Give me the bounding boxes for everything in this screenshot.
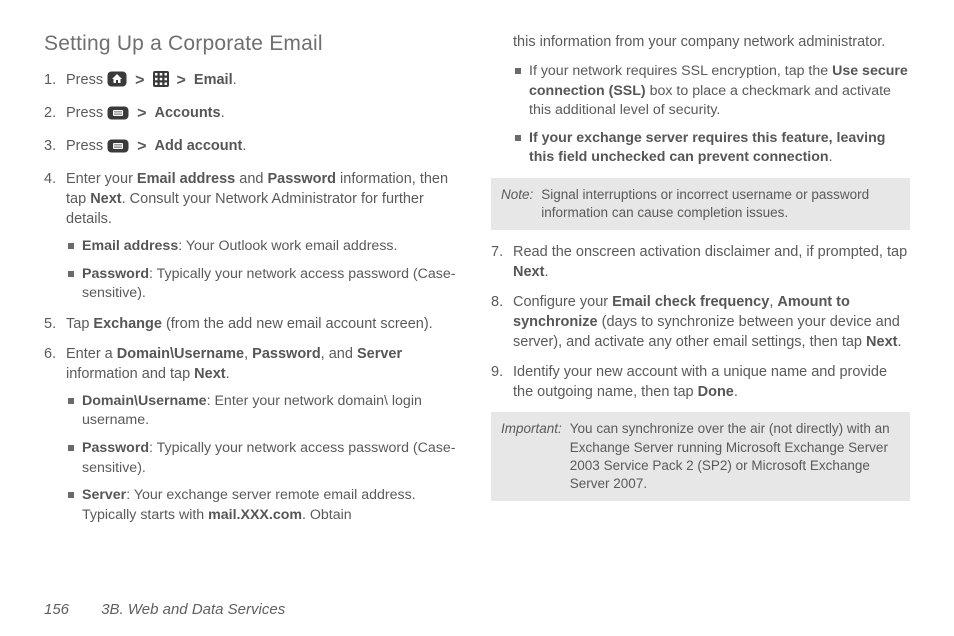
bold: mail.XXX.com xyxy=(208,507,302,523)
section-name: 3B. Web and Data Services xyxy=(101,601,285,618)
step-5: Tap Exchange (from the add new email acc… xyxy=(44,314,463,334)
steps-continued: Read the onscreen activation disclaimer … xyxy=(491,242,910,402)
bold: Email check frequency xyxy=(612,294,769,310)
section-title: Setting Up a Corporate Email xyxy=(44,32,463,56)
manual-page: Setting Up a Corporate Email Press > > E… xyxy=(0,0,954,636)
page-number: 156 xyxy=(44,601,69,618)
menu-icon xyxy=(107,139,129,159)
sub-item: Server: Your exchange server remote emai… xyxy=(68,486,463,525)
bold: Email address xyxy=(137,171,235,187)
menu-icon xyxy=(107,106,129,126)
step-text: Press xyxy=(66,105,107,121)
bold: Domain\Username xyxy=(117,346,244,362)
sub-item: If your exchange server requires this fe… xyxy=(515,129,910,168)
continuation-text: this information from your company netwo… xyxy=(491,32,910,52)
step-7: Read the onscreen activation disclaimer … xyxy=(491,242,910,282)
label-add-account: Add account xyxy=(155,138,243,154)
sub-item: Domain\Username: Enter your network doma… xyxy=(68,392,463,431)
bold: Password xyxy=(252,346,321,362)
step-text: . xyxy=(544,264,548,280)
bold: Server xyxy=(357,346,402,362)
step-text: . xyxy=(897,334,901,350)
continuation-sublist: If your network requires SSL encryption,… xyxy=(515,62,910,168)
step-text: . xyxy=(734,384,738,400)
sub-item: If your network requires SSL encryption,… xyxy=(515,62,910,121)
apps-grid-icon xyxy=(153,71,169,93)
page-footer: 156 3B. Web and Data Services xyxy=(44,601,285,618)
chevron-right-icon: > xyxy=(133,138,150,155)
step-text: Configure your xyxy=(513,294,612,310)
bold: Exchange xyxy=(93,316,162,332)
step-text: information and tap xyxy=(66,366,194,382)
step-text: Tap xyxy=(66,316,93,332)
bold: Email address xyxy=(82,238,178,254)
bold: Password xyxy=(82,266,149,282)
step-text: , xyxy=(244,346,252,362)
step-text: Read the onscreen activation disclaimer … xyxy=(513,244,907,260)
sub-text: If your network requires SSL encryption,… xyxy=(529,63,832,79)
bold: Password xyxy=(82,440,149,456)
label-email: Email xyxy=(194,72,233,88)
note-text: Signal interruptions or incorrect userna… xyxy=(541,186,900,222)
step-9: Identify your new account with a unique … xyxy=(491,362,910,402)
note-label: Note: xyxy=(501,186,533,222)
step-6-sublist: Domain\Username: Enter your network doma… xyxy=(68,392,463,526)
step-4-sublist: Email address: Your Outlook work email a… xyxy=(68,237,463,304)
step-text: (from the add new email account screen). xyxy=(162,316,433,332)
home-icon xyxy=(107,71,127,93)
step-2: Press > Accounts. xyxy=(44,103,463,126)
right-column: this information from your company netwo… xyxy=(491,32,910,535)
step-text: . xyxy=(233,72,237,88)
bold: Done xyxy=(698,384,734,400)
step-text: and xyxy=(235,171,267,187)
step-text: Enter your xyxy=(66,171,137,187)
sub-text: . Obtain xyxy=(302,507,352,523)
step-8: Configure your Email check frequency, Am… xyxy=(491,292,910,352)
sub-item: Email address: Your Outlook work email a… xyxy=(68,237,463,257)
important-text: You can synchronize over the air (not di… xyxy=(570,420,900,493)
steps-list-right: Read the onscreen activation disclaimer … xyxy=(491,242,910,402)
step-text: . xyxy=(226,366,230,382)
step-text: . xyxy=(221,105,225,121)
bold: Server xyxy=(82,487,126,503)
steps-list-left: Press > > Email. Press > xyxy=(44,70,463,525)
step-text: , and xyxy=(321,346,357,362)
step-4: Enter your Email address and Password in… xyxy=(44,169,463,304)
sub-text: : Your Outlook work email address. xyxy=(178,238,397,254)
important-box: Important: You can synchronize over the … xyxy=(491,412,910,501)
bold: Next xyxy=(194,366,225,382)
sub-text: . xyxy=(829,149,833,165)
note-box: Note: Signal interruptions or incorrect … xyxy=(491,178,910,230)
step-text: Press xyxy=(66,138,107,154)
chevron-right-icon: > xyxy=(131,72,148,89)
chevron-right-icon: > xyxy=(173,72,190,89)
bold: Password xyxy=(268,171,337,187)
bold: Next xyxy=(513,264,544,280)
bold: Domain\Username xyxy=(82,393,207,409)
step-text: Press xyxy=(66,72,107,88)
step-1: Press > > Email. xyxy=(44,70,463,93)
chevron-right-icon: > xyxy=(133,105,150,122)
step-6: Enter a Domain\Username, Password, and S… xyxy=(44,344,463,526)
sub-item: Password: Typically your network access … xyxy=(68,265,463,304)
important-label: Important: xyxy=(501,420,562,493)
bold: Next xyxy=(90,191,121,207)
step-text: . xyxy=(242,138,246,154)
left-column: Setting Up a Corporate Email Press > > E… xyxy=(44,32,463,535)
continuation-sublist-wrap: If your network requires SSL encryption,… xyxy=(491,62,910,168)
two-column-layout: Setting Up a Corporate Email Press > > E… xyxy=(44,32,910,535)
label-accounts: Accounts xyxy=(155,105,221,121)
sub-item: Password: Typically your network access … xyxy=(68,439,463,478)
step-3: Press > Add account. xyxy=(44,136,463,159)
step-text: Enter a xyxy=(66,346,117,362)
bold: Next xyxy=(866,334,897,350)
